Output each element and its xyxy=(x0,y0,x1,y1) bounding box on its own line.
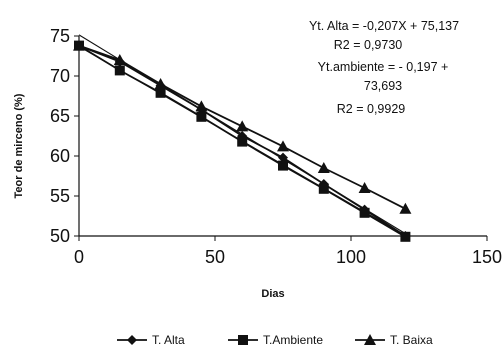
series-layer xyxy=(73,34,412,242)
point-t-baixa xyxy=(236,120,249,132)
point-t-baixa xyxy=(358,182,371,193)
point-t-ambiente xyxy=(237,136,248,147)
legend-swatch-marker xyxy=(238,335,248,345)
legend-item-t-alta: T. Alta xyxy=(117,333,185,347)
point-t-baixa xyxy=(317,162,330,173)
y-tick-label: 65 xyxy=(50,106,70,126)
legend-item-t-ambiente: T.Ambiente xyxy=(228,333,323,347)
point-t-ambiente xyxy=(278,160,288,171)
point-t-alta xyxy=(278,152,288,163)
x-tick-label: 0 xyxy=(74,247,84,267)
point-t-ambiente xyxy=(155,87,166,98)
x-tick-label: 100 xyxy=(336,247,366,267)
y-tick-label: 75 xyxy=(50,26,70,46)
x-axis-label: Dias xyxy=(261,288,284,300)
legend-swatch-marker xyxy=(127,335,137,345)
x-tick-label: 150 xyxy=(472,247,502,267)
y-axis-label: Teor de mirceno (%) xyxy=(13,93,25,198)
legend-label: T.Ambiente xyxy=(263,333,323,347)
legend-label: T. Baixa xyxy=(390,333,433,347)
point-t-ambiente xyxy=(114,65,125,76)
point-t-ambiente xyxy=(359,207,370,218)
annotation-equation-alta: Yt. Alta = -0,207X + 75,137 xyxy=(309,19,459,33)
legend-swatch-marker xyxy=(364,334,376,345)
y-tick-label: 50 xyxy=(50,226,70,246)
legend-label: T. Alta xyxy=(152,333,185,347)
series-t-baixa xyxy=(73,39,412,214)
annotation-r2-ambiente: R2 = 0,9929 xyxy=(337,102,406,116)
point-t-baixa xyxy=(154,78,167,89)
series-t-ambiente xyxy=(74,40,411,242)
point-t-ambiente xyxy=(318,183,329,194)
y-tick-label: 70 xyxy=(50,66,70,86)
point-t-baixa xyxy=(113,54,126,65)
point-t-baixa xyxy=(73,39,85,51)
point-t-baixa xyxy=(195,100,208,112)
legend-item-t-baixa: T. Baixa xyxy=(355,333,433,347)
point-t-ambiente xyxy=(400,231,411,242)
annotation-r2-alta: R2 = 0,9730 xyxy=(334,38,403,52)
point-t-ambiente xyxy=(196,111,207,122)
annotation-intercept-ambiente: 73,693 xyxy=(364,79,402,93)
y-tick-label: 55 xyxy=(50,186,70,206)
annotation-equation-ambiente: Yt.ambiente = - 0,197 + xyxy=(318,60,449,74)
point-t-baixa xyxy=(277,140,289,152)
regression-annotations: Yt. Alta = -0,207X + 75,137 R2 = 0,9730 … xyxy=(309,19,459,116)
point-t-baixa xyxy=(399,202,412,214)
x-ticks: 0 50 100 150 xyxy=(74,236,502,267)
x-tick-label: 50 xyxy=(205,247,225,267)
legend: T. Alta T.Ambiente T. Baixa xyxy=(117,333,433,347)
y-tick-label: 60 xyxy=(50,146,70,166)
y-ticks: 50 55 60 65 70 75 xyxy=(50,26,79,246)
